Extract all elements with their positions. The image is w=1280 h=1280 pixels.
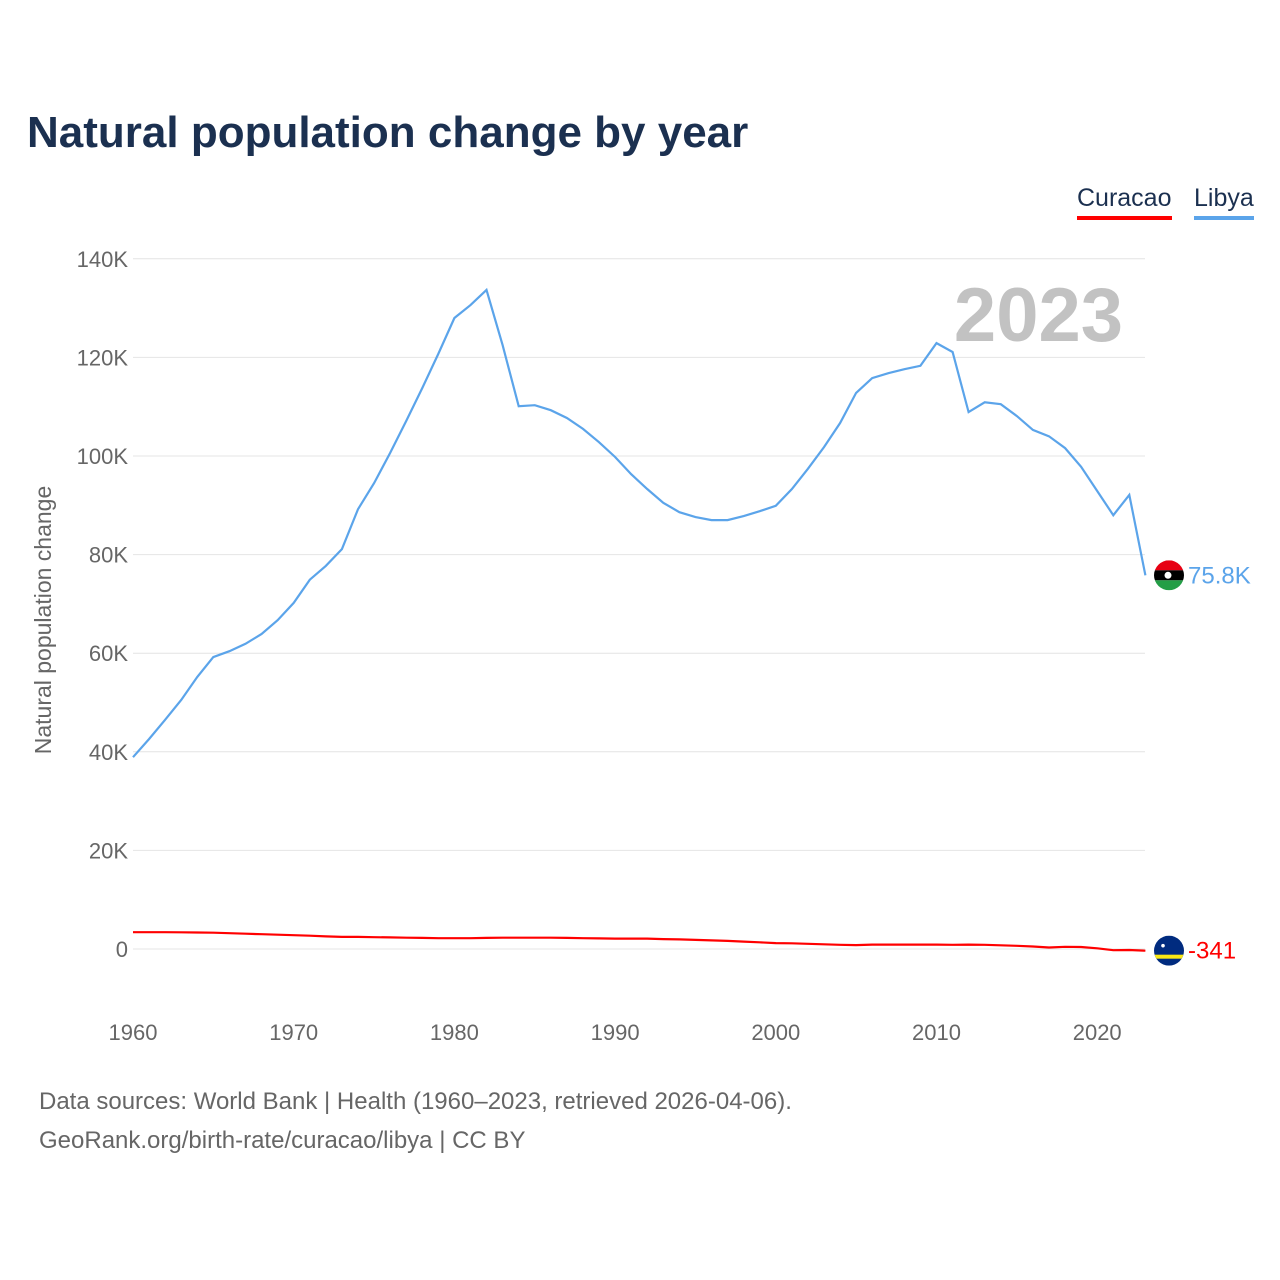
y-tick-label: 140K — [77, 247, 129, 272]
series-line-curacao — [133, 931, 1146, 952]
series-line-libya — [132, 287, 1147, 758]
y-axis-label: Natural population change — [30, 486, 56, 755]
y-tick-label: 80K — [89, 543, 128, 568]
y-tick-label: 40K — [89, 740, 128, 765]
x-tick-label: 2010 — [912, 1020, 961, 1045]
year-watermark: 2023 — [954, 273, 1123, 358]
end-label-curacao: -341 — [1188, 938, 1236, 965]
curacao-flag-icon — [1154, 935, 1184, 966]
y-tick-label: 60K — [89, 641, 128, 666]
x-tick-label: 2000 — [751, 1020, 800, 1045]
y-tick-label: 20K — [89, 838, 128, 863]
legend-item-curacao[interactable]: Curacao — [1077, 184, 1172, 220]
x-tick-label: 2020 — [1073, 1020, 1122, 1045]
x-tick-label: 1970 — [269, 1020, 318, 1045]
page-title: Natural population change by year — [27, 108, 749, 157]
x-tick-label: 1980 — [430, 1020, 479, 1045]
legend-item-libya[interactable]: Libya — [1194, 184, 1254, 220]
x-tick-label: 1990 — [591, 1020, 640, 1045]
y-tick-label: 0 — [116, 937, 128, 962]
end-label-libya: 75.8K — [1188, 562, 1251, 589]
x-tick-label: 1960 — [109, 1020, 158, 1045]
libya-flag-icon — [1154, 560, 1184, 591]
footer-sources: Data sources: World Bank | Health (1960–… — [39, 1088, 792, 1115]
y-tick-label: 120K — [77, 345, 129, 370]
footer-link[interactable]: GeoRank.org/birth-rate/curacao/libya | C… — [39, 1127, 526, 1154]
y-tick-label: 100K — [77, 444, 129, 469]
